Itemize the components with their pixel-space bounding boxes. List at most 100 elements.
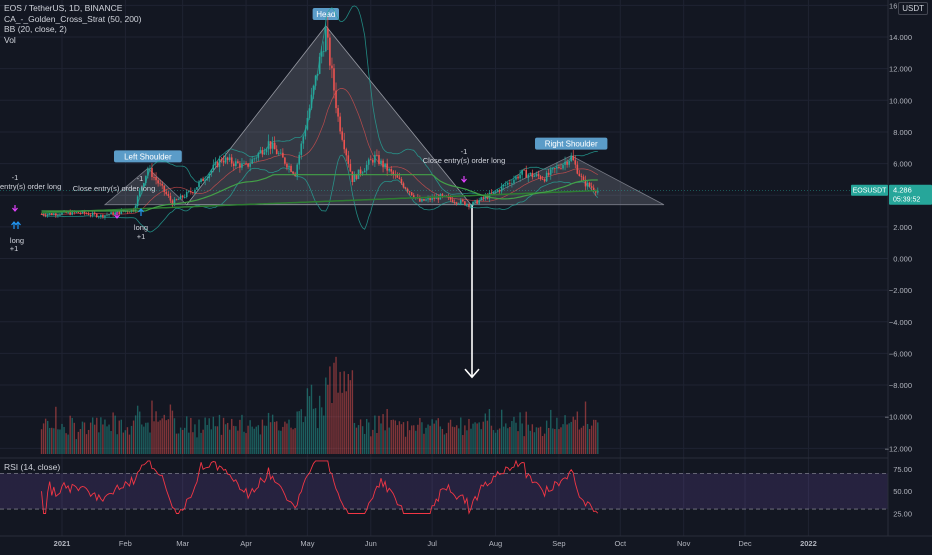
price-tick-label: −2.000: [889, 286, 912, 295]
volume-bar: [159, 420, 161, 454]
candle-body: [116, 211, 119, 213]
entry-arrow-head: [15, 221, 21, 226]
volume-bar: [200, 432, 202, 454]
candle-body: [277, 153, 280, 155]
volume-bar: [128, 434, 131, 454]
candle-body: [376, 154, 378, 156]
candle-body: [419, 197, 421, 202]
candle-body: [228, 157, 231, 161]
candle-body: [539, 176, 542, 179]
candle-body: [449, 197, 452, 200]
symbol-title[interactable]: EOS / TetherUS, 1D, BINANCE: [4, 3, 123, 13]
candle-body: [169, 195, 172, 201]
candle-body: [341, 131, 343, 140]
candle-body: [462, 200, 464, 202]
volume-bars: [40, 356, 599, 454]
candle-body: [327, 28, 329, 38]
volume-bar: [325, 377, 327, 454]
candle-body: [40, 214, 43, 216]
candle-body: [75, 212, 78, 213]
volume-bar: [239, 419, 241, 454]
volume-bar: [40, 429, 43, 454]
candle-body: [224, 157, 227, 163]
price-tick-label: 0.000: [893, 255, 912, 264]
candle-body: [339, 116, 341, 132]
candle-body: [459, 200, 462, 204]
volume-bar: [568, 423, 570, 454]
chart-legend: EOS / TetherUS, 1D, BINANCE CA_-_Golden_…: [4, 3, 142, 45]
currency-badge[interactable]: USDT: [898, 2, 928, 15]
candle-body: [177, 199, 180, 200]
volume-bar: [290, 427, 292, 454]
indicator-golden-cross[interactable]: CA_-_Golden_Cross_Strat (50, 200): [4, 13, 142, 24]
moving-averages: [41, 174, 598, 214]
volume-bar: [57, 429, 59, 454]
candle-body: [161, 183, 164, 186]
volume-bar: [368, 422, 370, 454]
candle-body: [325, 28, 327, 52]
rsi-tick-label: 75.00: [893, 465, 912, 474]
candle-body: [314, 75, 317, 86]
time-tick-label: 2022: [800, 539, 817, 548]
volume-bar: [533, 432, 536, 454]
candle-body: [112, 212, 114, 215]
candle-body: [220, 159, 223, 161]
volume-bar: [339, 371, 341, 454]
candle-body: [427, 198, 429, 200]
volume-bar: [192, 432, 194, 454]
volume-bar: [425, 427, 427, 454]
candle-body: [423, 198, 425, 201]
candle-body: [384, 163, 386, 168]
volume-bar: [157, 421, 159, 454]
volume-bar: [584, 401, 587, 454]
volume-bar: [243, 431, 245, 454]
candle-body: [214, 161, 217, 165]
volume-bar: [515, 422, 517, 454]
volume-bar: [439, 426, 442, 454]
candle-body: [464, 201, 466, 206]
volume-bar: [386, 408, 388, 454]
volume-bar: [77, 431, 80, 454]
volume-bar: [525, 411, 527, 454]
volume-bar: [466, 430, 468, 454]
volume-bar: [280, 430, 282, 454]
volume-bar: [586, 423, 589, 454]
volume-bar: [402, 422, 405, 454]
indicator-volume[interactable]: Vol: [4, 34, 16, 45]
candle-body: [85, 213, 88, 215]
volume-bar: [363, 433, 366, 454]
candle-body: [261, 150, 264, 155]
volume-bar: [286, 423, 288, 454]
signal-plus1-a: +1: [10, 244, 19, 253]
volume-bar: [94, 424, 96, 454]
candle-body: [533, 175, 536, 177]
candle-body: [55, 213, 57, 216]
candle-body: [329, 37, 331, 66]
volume-bar: [194, 424, 196, 454]
candle-body: [343, 139, 346, 150]
candle-body: [511, 183, 513, 184]
volume-bar: [196, 437, 198, 454]
price-tick-label: −10.000: [885, 413, 912, 422]
indicator-bollinger[interactable]: BB (20, close, 2): [4, 24, 67, 34]
time-tick-label: Jul: [427, 539, 437, 548]
candle-body: [322, 51, 325, 52]
volume-bar: [550, 409, 552, 454]
volume-bar: [380, 423, 382, 454]
candle-body: [527, 174, 530, 178]
volume-bar: [558, 429, 560, 454]
volume-bar: [53, 428, 55, 454]
candle-body: [251, 159, 253, 164]
candle-body: [431, 197, 433, 200]
rsi-legend[interactable]: RSI (14, close): [4, 462, 61, 472]
volume-bar: [253, 428, 255, 454]
time-tick-label: 2021: [54, 539, 71, 548]
volume-bar: [359, 419, 362, 454]
volume-bar: [184, 427, 186, 454]
candle-body: [87, 213, 90, 215]
volume-bar: [147, 422, 149, 454]
volume-bar: [527, 424, 529, 454]
volume-bar: [102, 424, 104, 454]
